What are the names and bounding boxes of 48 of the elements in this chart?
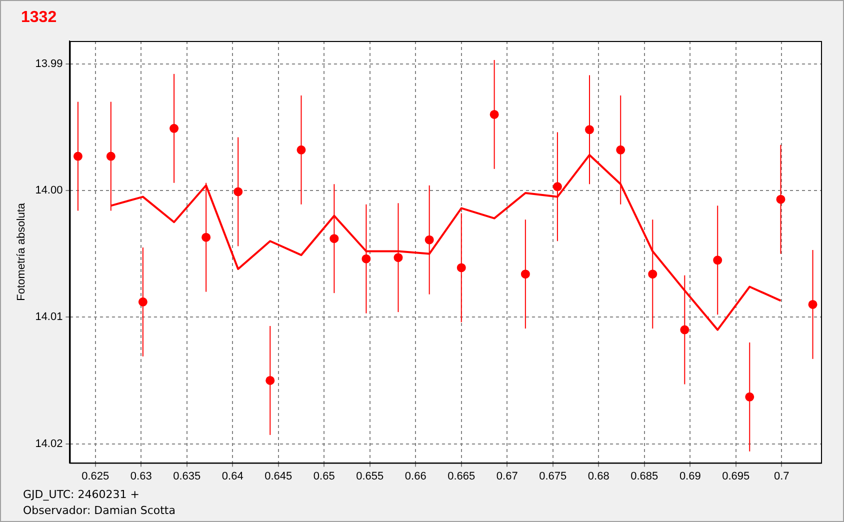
x-tick-label: 0.7 — [774, 470, 790, 482]
y-tick-label: 14.01 — [35, 311, 63, 324]
x-tick-label: 0.64 — [222, 470, 244, 482]
point — [202, 232, 211, 242]
x-tick-label: 0.68 — [588, 470, 610, 482]
x-tick-label: 0.655 — [356, 470, 384, 482]
chart-title: 1332 — [21, 9, 57, 27]
x-tick-label: 0.675 — [539, 470, 567, 482]
point — [106, 152, 116, 161]
point — [520, 270, 530, 279]
point — [330, 234, 339, 244]
point — [776, 194, 786, 204]
x-tick-label: 0.65 — [313, 470, 335, 482]
point — [616, 145, 626, 154]
x-tick-label: 0.635 — [173, 470, 201, 482]
point — [234, 187, 243, 196]
y-tick-label: 14.02 — [35, 438, 63, 450]
point — [73, 152, 82, 161]
x-tick-label: 0.645 — [264, 470, 292, 482]
x-tick-label: 0.695 — [722, 470, 750, 482]
point — [808, 300, 818, 309]
point — [552, 182, 562, 192]
x-tick-label: 0.63 — [130, 470, 152, 482]
point — [456, 263, 466, 272]
point — [394, 253, 403, 262]
text: Observador: Damian Scotta — [23, 504, 176, 517]
point — [424, 235, 434, 244]
y-axis-title: Fotometría absoluta — [16, 202, 28, 301]
point — [296, 145, 306, 154]
point — [362, 254, 371, 264]
x-tick-label: 0.67 — [496, 470, 518, 482]
point — [266, 376, 275, 385]
point — [138, 297, 148, 306]
point — [648, 270, 658, 279]
x-tick-label: 0.685 — [630, 470, 658, 482]
point — [170, 124, 179, 133]
x-tick-label: 0.665 — [448, 470, 476, 482]
point — [680, 325, 690, 334]
x-tick-label: 0.66 — [404, 470, 426, 482]
point — [745, 392, 754, 402]
y-tick-label: 13.99 — [35, 58, 63, 70]
point — [584, 125, 594, 134]
x-tick-label: 0.69 — [679, 470, 701, 482]
x-tick-label: 0.625 — [82, 470, 110, 482]
y-tick-label: 14.00 — [35, 184, 63, 196]
point — [713, 256, 722, 265]
point — [490, 110, 499, 119]
x-axis-title: GJD_UTC: 2460231 + — [23, 488, 140, 501]
